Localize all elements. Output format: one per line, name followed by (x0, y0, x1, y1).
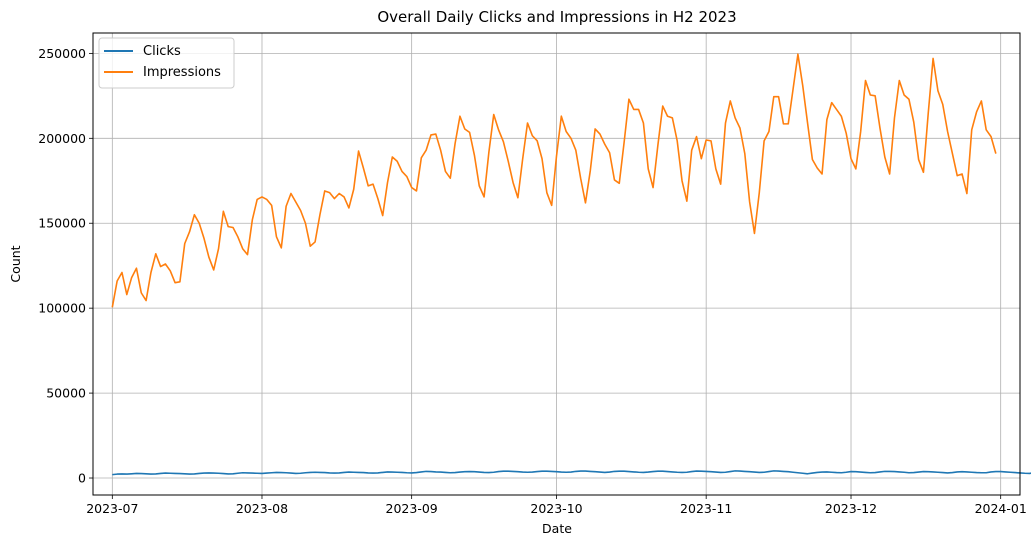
legend: Clicks Impressions (98, 37, 235, 89)
y-tick-label: 100000 (38, 301, 86, 316)
x-tick-label: 2023-07 (86, 501, 138, 516)
y-tick-label: 250000 (38, 46, 86, 61)
x-tick-label: 2023-08 (236, 501, 288, 516)
y-axis: 0 50000 100000 150000 200000 250000 (38, 46, 93, 486)
x-tick-label: 2023-12 (825, 501, 877, 516)
y-tick-label: 50000 (46, 386, 86, 401)
series-line-clicks (112, 470, 1031, 476)
series-line-impressions (111, 53, 997, 308)
x-tick-label: 2024-01 (975, 501, 1027, 516)
x-axis: 2023-07 2023-08 2023-09 2023-10 2023-11 2023-… (86, 495, 1027, 516)
y-tick-label: 150000 (38, 216, 86, 231)
x-tick-label: 2023-09 (386, 501, 438, 516)
x-axis-label: Date (542, 521, 572, 536)
y-tick-label: 200000 (38, 131, 86, 146)
series-lines (111, 53, 1031, 476)
legend-label-impressions: Impressions (143, 65, 221, 80)
legend-label-clicks: Clicks (143, 44, 181, 59)
y-axis-label: Count (8, 245, 23, 282)
x-tick-label: 2023-11 (680, 501, 732, 516)
x-tick-label: 2023-10 (530, 501, 582, 516)
chart-title: Overall Daily Clicks and Impressions in … (377, 8, 736, 26)
y-tick-label: 0 (78, 471, 86, 486)
grid-lines (93, 33, 1020, 495)
